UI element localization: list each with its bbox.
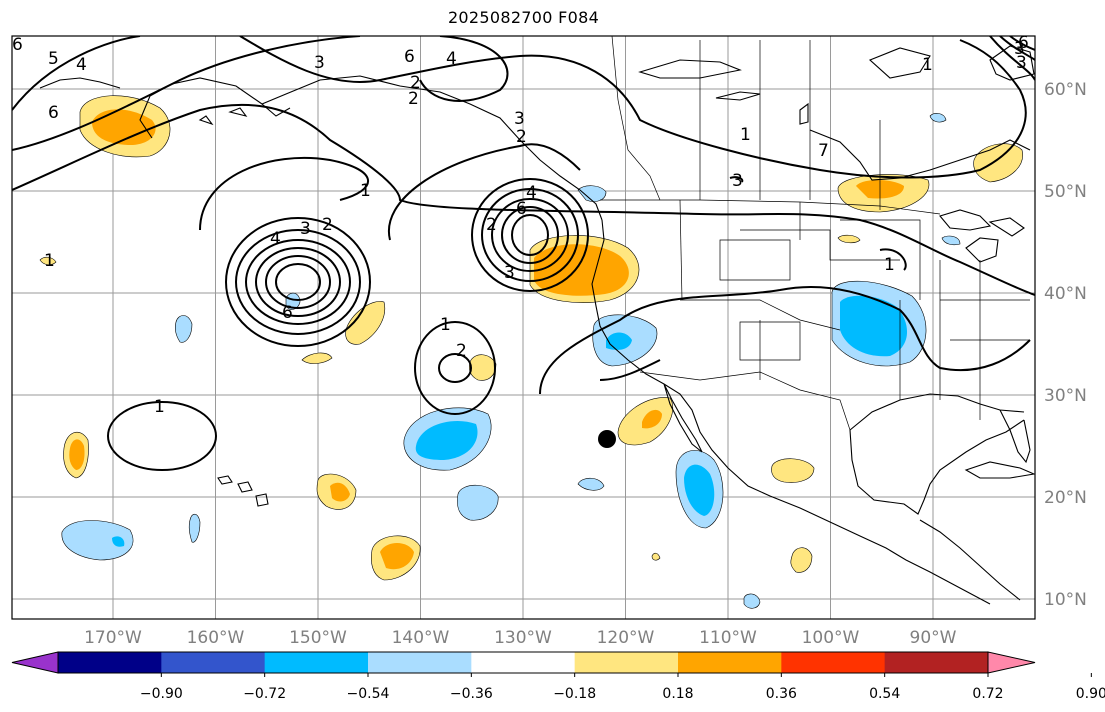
contour-label: 2 — [516, 127, 527, 147]
longitude-label: 90°W — [910, 628, 957, 648]
contour-labels: 6 5 4 6 4 3 1 2 1 6 7 3 2 4 3 2 6 1 2 1 … — [12, 33, 1029, 417]
colorbar-tick-label: −0.54 — [347, 686, 390, 702]
longitude-label: 140°W — [392, 628, 450, 648]
map-title: 2025082700 F084 — [447, 8, 600, 27]
map-frame — [11, 35, 1036, 620]
contour-label: 2 — [486, 215, 497, 235]
contour-label: 1 — [154, 397, 165, 417]
colorbar-tick-label: 0.90 — [1076, 686, 1105, 702]
contour-label: 2 — [408, 89, 419, 109]
contour-label: 6 — [404, 47, 415, 67]
longitude-label: 160°W — [187, 628, 245, 648]
colorbar-bin — [884, 652, 989, 673]
colorbar-tick-label: −0.72 — [243, 686, 286, 702]
contour-label: 2 — [322, 215, 333, 235]
contour-label: 2 — [410, 73, 421, 93]
latitude-label: 10°N — [1044, 590, 1087, 610]
colorbar-bin — [574, 652, 679, 673]
contour-label: 6 — [12, 35, 23, 55]
colorbar-tick-label: −0.18 — [553, 686, 596, 702]
contour-label: 3 — [300, 219, 311, 239]
colorbar-tick-label: 0.72 — [972, 686, 1003, 702]
contour-label: 3 — [514, 109, 525, 129]
longitude-label: 100°W — [802, 628, 860, 648]
location-marker — [598, 430, 616, 448]
latitude-label: 50°N — [1044, 182, 1087, 202]
longitude-label: 110°W — [699, 628, 757, 648]
contour-label: 6 — [48, 103, 59, 123]
latitude-label: 20°N — [1044, 488, 1087, 508]
contour-label: 3 — [1014, 39, 1025, 59]
latitude-label: 40°N — [1044, 284, 1087, 304]
contour-label: 1 — [922, 55, 933, 75]
colorbar-tick-label: −0.90 — [140, 686, 183, 702]
colorbar-bin — [58, 652, 162, 673]
contour-label: 1 — [884, 255, 895, 275]
contour-label: 4 — [270, 229, 281, 249]
colorbar-tick-label: 0.18 — [662, 686, 693, 702]
contour-label: 4 — [76, 55, 87, 75]
latitude-label: 30°N — [1044, 386, 1087, 406]
contour-label: 3 — [1016, 53, 1027, 73]
longitude-label: 170°W — [84, 628, 142, 648]
contour-label: 4 — [446, 49, 457, 69]
colorbar-extend-high — [987, 651, 1036, 674]
contour-label: 6 — [1018, 33, 1029, 53]
colorbar-bin — [368, 652, 472, 673]
contour-label: 1 — [44, 251, 55, 271]
colorbar-tick-label: 0.36 — [766, 686, 797, 702]
colorbar-bin — [781, 652, 886, 673]
contour-label: 3 — [504, 263, 515, 283]
colorbar — [11, 651, 1036, 674]
contour-label: 5 — [48, 49, 59, 69]
colorbar-bin — [161, 652, 266, 673]
contour-label: 3 — [314, 53, 325, 73]
longitude-labels: 170°W 160°W 150°W 140°W 130°W 120°W 110°W 100°W… — [84, 628, 957, 648]
contour-label: 6 — [282, 303, 293, 323]
longitude-label: 130°W — [494, 628, 552, 648]
longitude-label: 150°W — [289, 628, 347, 648]
longitude-label: 120°W — [597, 628, 655, 648]
latitude-labels: 60°N 50°N 40°N 30°N 20°N 10°N — [1044, 80, 1087, 610]
contour-label: 7 — [818, 141, 829, 161]
colorbar-bin — [678, 652, 782, 673]
contour-label: 2 — [456, 341, 467, 361]
political-borders — [600, 36, 1030, 431]
colorbar-tick-label: 0.54 — [869, 686, 900, 702]
colorbar-tick-label: −0.36 — [450, 686, 493, 702]
colorbar-labels: −0.90 −0.72 −0.54 −0.36 −0.18 0.18 0.36 0.54 0.7… — [140, 673, 1105, 702]
colorbar-extend-low — [11, 651, 59, 674]
contour-label: 4 — [526, 183, 537, 203]
contour-label: 1 — [740, 125, 751, 145]
contour-label: 1 — [360, 181, 371, 201]
colorbar-outline — [57, 651, 989, 674]
contour-label: 3 — [732, 171, 743, 191]
contours — [12, 36, 1035, 471]
colorbar-bin — [264, 652, 369, 673]
latitude-label: 60°N — [1044, 80, 1087, 100]
colorbar-bin — [471, 652, 576, 673]
contour-label: 1 — [440, 315, 451, 335]
anomaly-shading — [39, 95, 1023, 609]
contour-label: 6 — [516, 199, 527, 219]
